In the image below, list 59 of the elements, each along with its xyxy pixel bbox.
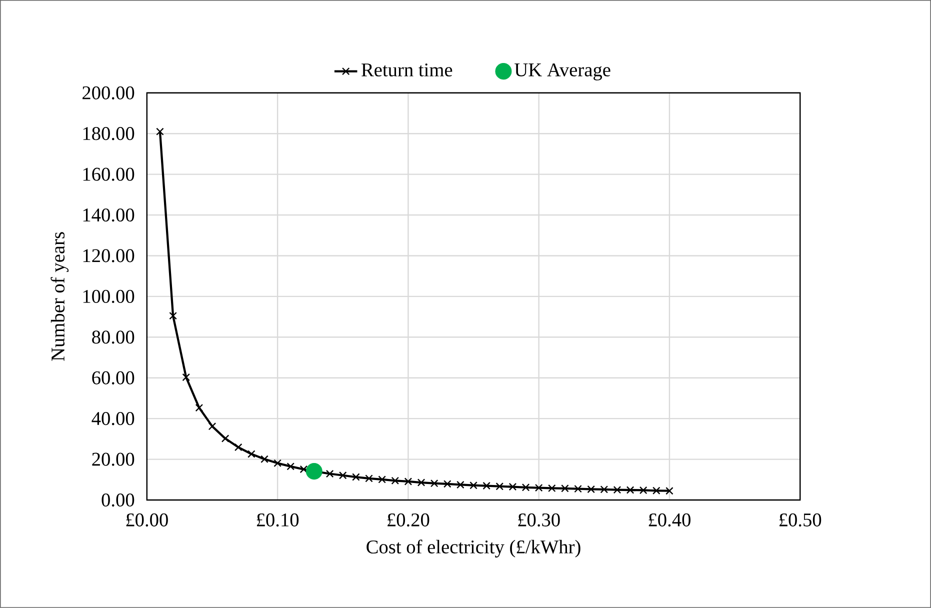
point [338,472,347,480]
point [300,465,308,474]
y-tick-label: 60.00 [92,371,134,384]
point [404,478,412,486]
y-tick-label: 180.00 [83,127,134,140]
point [600,486,608,494]
point [626,486,634,494]
point [378,476,386,484]
point [306,463,322,480]
y-tick-label: 120.00 [83,249,134,262]
point [352,473,360,481]
point [182,373,190,382]
legend-label: UK Average [514,63,610,80]
point [234,443,242,452]
y-axis-title: Number of years [50,232,69,361]
point [534,484,543,492]
x-axis-title: Cost of electricity (£/kWhr) [366,540,580,558]
x-tick-label: £0.00 [126,513,168,527]
point [561,484,569,492]
point [456,480,464,489]
y-tick-label: 140.00 [83,208,134,222]
point [417,478,426,486]
point [326,470,334,478]
point [574,484,582,493]
point [522,484,530,492]
point [248,450,256,458]
y-tick-label: 40.00 [92,412,134,426]
y-tick-label: 0.00 [102,493,134,507]
x-tick-label: £0.30 [518,513,560,527]
point [639,486,648,494]
x-tick-label: £0.40 [648,513,690,527]
point [195,404,204,412]
x-tick-label: £0.50 [779,513,822,527]
point [508,482,517,491]
point [443,480,452,488]
point [430,479,438,488]
point [613,486,622,494]
y-tick-label: 100.00 [83,290,134,304]
x-tick-label: £0.20 [388,513,430,527]
point [391,476,400,485]
point [365,474,373,482]
y-tick-label: 20.00 [92,452,134,466]
point [156,128,164,136]
point [260,455,268,464]
point [666,486,674,495]
point [496,482,504,490]
y-tick-label: 160.00 [83,168,134,181]
legend-label: Return time [362,63,452,76]
point [470,482,478,490]
y-tick-label: 80.00 [92,330,134,344]
x-tick-label: £0.10 [256,513,299,527]
point [286,462,295,470]
point [587,485,595,494]
point [652,486,660,495]
point [482,482,490,490]
point [169,312,177,320]
point [274,459,282,468]
y-tick-label: 200.00 [82,86,134,100]
point [548,484,556,492]
